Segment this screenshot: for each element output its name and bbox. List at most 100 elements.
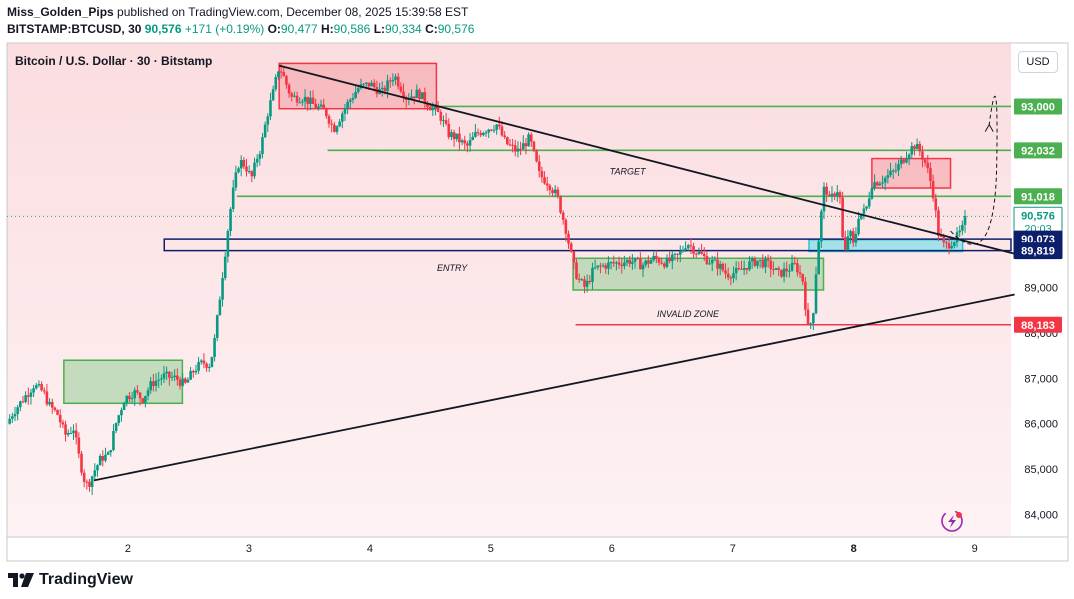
candle-body xyxy=(567,233,570,244)
x-tick-label: 3 xyxy=(246,543,252,555)
candle-body xyxy=(77,437,81,454)
legend-instrument: Bitcoin / U.S. Dollar · 30 · Bitstamp xyxy=(15,54,212,68)
candle-body xyxy=(168,371,171,378)
candle-body xyxy=(569,243,573,252)
candle-body xyxy=(761,259,765,268)
candle-body xyxy=(420,92,424,100)
candle-body xyxy=(726,273,730,278)
candle-body xyxy=(511,144,514,146)
level-price-label: 92,032 xyxy=(1021,145,1055,157)
candle-body xyxy=(657,258,661,263)
candle-body xyxy=(793,262,797,264)
candle-body xyxy=(258,154,262,159)
candle-body xyxy=(98,456,102,466)
candle-body xyxy=(341,113,344,122)
candle-body xyxy=(269,100,272,117)
candle-body xyxy=(170,377,174,379)
author-name[interactable]: Miss_Golden_Pips xyxy=(7,5,114,19)
candle-body xyxy=(442,120,445,122)
candle-body xyxy=(780,269,783,277)
candle-body xyxy=(290,93,294,97)
candle-body xyxy=(466,143,469,146)
candle-body xyxy=(53,407,57,411)
candle-body xyxy=(492,129,496,131)
candle-body xyxy=(553,189,557,194)
candle-body xyxy=(559,196,562,213)
candle-body xyxy=(197,361,200,371)
candle-body xyxy=(298,102,302,104)
candle-body xyxy=(804,281,807,310)
candle-body xyxy=(356,88,360,92)
candle-body xyxy=(838,192,842,198)
chart-pane[interactable] xyxy=(7,43,1011,537)
high-value: 90,586 xyxy=(333,22,371,36)
candle-body xyxy=(830,193,834,196)
candle-body xyxy=(458,133,461,143)
candle-body xyxy=(939,235,943,237)
candle-body xyxy=(846,236,850,250)
candle-body xyxy=(692,246,695,254)
candle-body xyxy=(319,104,323,107)
level-price-label: 91,018 xyxy=(1021,191,1055,203)
candle-body xyxy=(947,243,951,249)
candle-body xyxy=(665,257,669,267)
candle-body xyxy=(676,253,679,255)
candle-body xyxy=(210,356,214,367)
candle-body xyxy=(647,260,650,264)
candle-body xyxy=(88,481,91,487)
candle-body xyxy=(737,268,741,270)
candle-body xyxy=(234,172,238,188)
candle-body xyxy=(881,182,884,184)
entry-band xyxy=(163,238,1012,252)
candle-body xyxy=(32,388,35,393)
cyan-zone-box xyxy=(808,238,964,253)
price-change: +171 (+0.19%) xyxy=(184,22,265,36)
lightning-icon[interactable] xyxy=(941,510,963,532)
candle-body xyxy=(820,211,823,242)
candle-body xyxy=(521,143,525,150)
candle-body xyxy=(322,104,325,109)
candle-body xyxy=(410,96,413,99)
candle-body xyxy=(833,193,836,196)
tradingview-logo[interactable]: TradingView xyxy=(8,571,133,589)
candle-body xyxy=(543,177,546,184)
candle-body xyxy=(194,370,198,373)
candle-body xyxy=(207,366,211,368)
candle-body xyxy=(537,161,541,171)
x-tick-label: 8 xyxy=(851,543,857,555)
candle-body xyxy=(335,126,339,132)
candle-body xyxy=(218,299,222,316)
currency-button[interactable]: USD xyxy=(1018,51,1058,73)
candle-body xyxy=(620,264,624,267)
candle-body xyxy=(631,261,634,264)
candle-body xyxy=(886,175,890,178)
candle-body xyxy=(11,416,14,419)
low-value: 90,334 xyxy=(385,22,422,36)
candle-body xyxy=(61,422,65,425)
candle-body xyxy=(529,134,533,142)
candle-body xyxy=(961,224,964,231)
y-tick-label: 85,000 xyxy=(1024,464,1058,476)
candle-body xyxy=(40,384,43,391)
candle-body xyxy=(599,265,602,267)
candle-body xyxy=(700,251,703,254)
candle-body xyxy=(718,263,722,269)
candle-body xyxy=(72,430,75,433)
candle-body xyxy=(24,395,27,403)
candle-body xyxy=(277,71,280,78)
x-tick-label: 9 xyxy=(972,543,978,555)
candle-body xyxy=(128,395,131,400)
candle-body xyxy=(623,262,626,267)
candle-body xyxy=(801,274,805,282)
candle-body xyxy=(29,392,33,397)
candle-body xyxy=(13,414,17,417)
price-axis-pane[interactable] xyxy=(1011,43,1068,537)
candle-body xyxy=(902,159,906,163)
candle-body xyxy=(109,450,113,453)
candle-body xyxy=(498,124,501,127)
candle-body xyxy=(953,242,956,247)
candle-body xyxy=(487,129,490,133)
candle-body xyxy=(766,258,770,261)
candle-body xyxy=(434,106,437,109)
